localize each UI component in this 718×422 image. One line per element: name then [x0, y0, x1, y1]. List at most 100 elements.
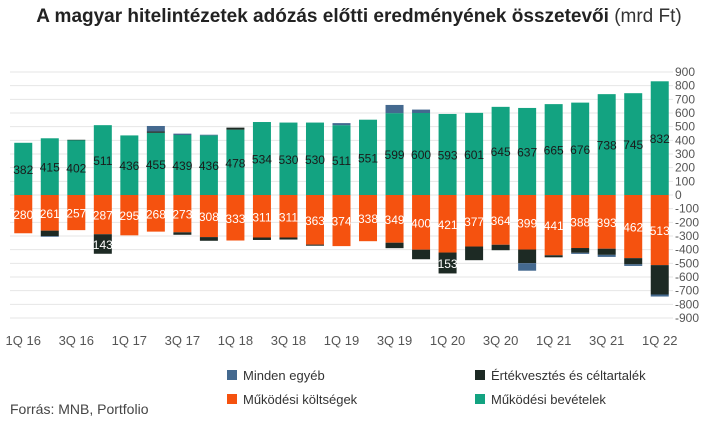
x-tick-label: 1Q 17	[112, 333, 147, 348]
data-label: 311	[279, 210, 298, 224]
data-label: 436	[119, 159, 139, 173]
data-label: 530	[305, 153, 325, 167]
bar-segment	[465, 195, 484, 247]
x-tick-label: 1Q 16	[6, 333, 41, 348]
x-tick-label: 1Q 20	[430, 333, 465, 348]
bar-segment	[14, 142, 33, 195]
x-tick-label: 3Q 18	[271, 333, 306, 348]
bar-segment	[252, 122, 271, 195]
data-label: 280	[13, 208, 33, 222]
data-label: 551	[358, 151, 378, 165]
data-label: 455	[146, 158, 166, 172]
bar-segment	[597, 195, 616, 249]
data-label: 363	[305, 214, 325, 228]
y-tick-label: -900	[675, 311, 699, 325]
bar-segment	[67, 139, 86, 141]
data-label: 399	[517, 216, 537, 230]
x-tick-label: 3Q 17	[165, 333, 200, 348]
bar-segment	[332, 195, 351, 247]
x-tick-label: 1Q 19	[324, 333, 359, 348]
data-label: 593	[438, 148, 458, 162]
data-label: 645	[491, 145, 511, 159]
bar-segment	[173, 135, 192, 195]
bar-segment	[571, 102, 590, 195]
data-label: 268	[146, 207, 166, 221]
y-tick-label: -700	[675, 284, 699, 298]
data-label: 511	[93, 154, 112, 168]
bar-segment	[279, 122, 298, 195]
y-tick-label: -800	[675, 297, 699, 311]
data-label: 364	[491, 214, 511, 228]
data-label: 745	[623, 138, 643, 152]
bar-segment	[571, 248, 590, 253]
bar-segment	[40, 236, 59, 237]
bar-segment	[305, 122, 324, 195]
data-label: 308	[199, 210, 219, 224]
bar-segment	[199, 134, 218, 136]
x-tick-label: 3Q 19	[377, 333, 412, 348]
bar-segment	[385, 242, 404, 249]
x-tick-label: 3Q 16	[59, 333, 94, 348]
bar-segment	[491, 244, 510, 251]
bar-segment	[146, 132, 165, 195]
bar-segment	[93, 234, 112, 254]
bar-segment	[359, 119, 378, 195]
data-label: 599	[385, 148, 405, 162]
bar-segment	[650, 294, 669, 297]
x-tick-label: 1Q 18	[218, 333, 253, 348]
data-label: 273	[172, 208, 192, 222]
y-tick-label: 700	[675, 92, 695, 106]
data-label: 388	[570, 216, 590, 230]
bar-segment	[93, 195, 112, 235]
bar-segment	[120, 195, 139, 236]
bar-segment	[385, 113, 404, 195]
data-label: 402	[66, 162, 86, 176]
data-label: 377	[464, 215, 484, 229]
x-tick-label: 1Q 21	[536, 333, 571, 348]
data-label: 393	[597, 216, 617, 230]
bar-segment	[650, 265, 669, 295]
x-tick-label: 3Q 20	[483, 333, 518, 348]
legend-swatch	[475, 370, 485, 380]
bar-segment	[438, 252, 457, 274]
y-tick-label: 400	[675, 133, 695, 147]
bar-segment	[385, 104, 404, 114]
y-tick-label: -400	[675, 243, 699, 257]
bar-segment	[40, 138, 59, 195]
legend-label: Működési bevételek	[491, 392, 606, 407]
y-tick-label: 200	[675, 161, 695, 175]
bar-segment	[252, 195, 271, 238]
bar-segment	[40, 230, 59, 237]
data-label: 478	[225, 156, 245, 170]
legend-swatch	[475, 394, 485, 404]
bar-segment	[305, 195, 324, 245]
bar-segment	[279, 195, 298, 238]
bar-segment	[173, 195, 192, 233]
data-label: 462	[623, 221, 643, 235]
data-label: 441	[544, 219, 564, 233]
data-label: 601	[464, 148, 484, 162]
bar-segment	[465, 246, 484, 261]
bar-segment	[359, 195, 378, 242]
bar-segment	[226, 127, 245, 130]
data-label: 436	[199, 159, 219, 173]
bar-segment	[67, 195, 86, 231]
legend-swatch	[227, 394, 237, 404]
bar-segment	[305, 244, 324, 246]
bar-segment	[650, 81, 669, 195]
data-label: 534	[252, 153, 272, 167]
legend-label: Működési költségek	[243, 392, 358, 407]
data-label: 676	[570, 143, 590, 157]
data-label: 665	[544, 144, 564, 158]
y-tick-label: -600	[675, 270, 699, 284]
bar-segment	[332, 123, 351, 126]
bar-segment	[412, 113, 431, 195]
y-tick-label: 300	[675, 147, 695, 161]
data-label: 311	[252, 210, 271, 224]
bar-segment	[279, 237, 298, 240]
data-label: 637	[517, 145, 537, 159]
data-label: 153	[438, 257, 458, 271]
bar-segment	[518, 263, 537, 271]
bar-segment	[226, 129, 245, 195]
data-label: 338	[358, 212, 378, 226]
